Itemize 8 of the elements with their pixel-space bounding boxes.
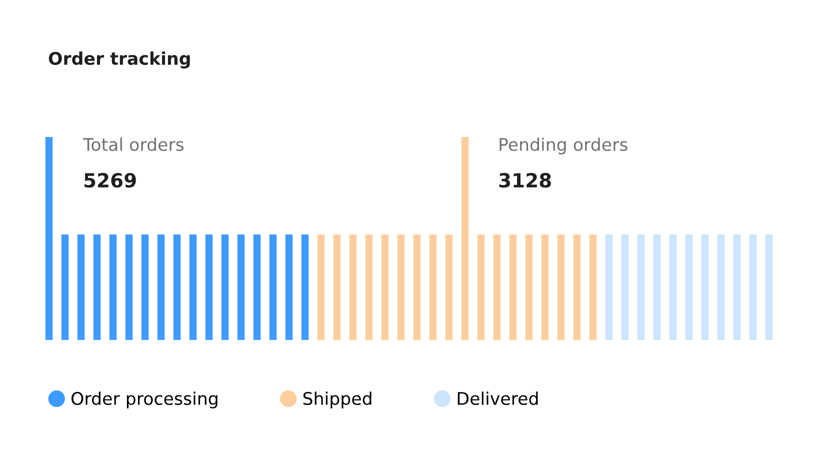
annotation: 3128 xyxy=(499,172,551,188)
annotation: Total orders xyxy=(82,138,184,152)
legend-label: Delivered xyxy=(458,392,538,406)
annotation: Pending orders xyxy=(500,138,628,154)
legend-label: Shipped xyxy=(303,392,372,408)
annotation: 5269 xyxy=(84,172,136,188)
legend-label: Order processing xyxy=(71,392,218,408)
chart-title: Order tracking xyxy=(48,52,190,68)
